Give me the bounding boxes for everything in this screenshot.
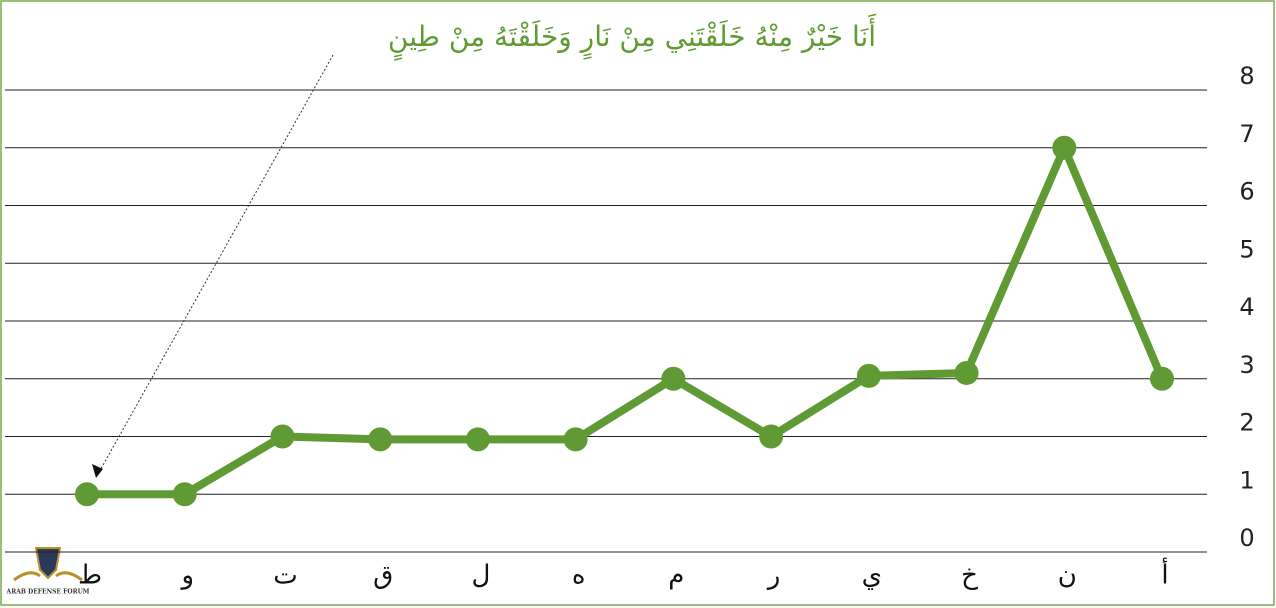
data-point bbox=[856, 363, 881, 388]
data-line bbox=[87, 143, 1166, 499]
x-tick-label: ق bbox=[373, 561, 393, 591]
x-tick-label: م bbox=[668, 561, 684, 591]
logo: ARAB DEFENSE FORUM bbox=[6, 547, 90, 596]
data-point bbox=[563, 427, 588, 452]
x-tick-label: و bbox=[179, 561, 194, 591]
watermark: ARAB DEFENSE FORUM bbox=[6, 589, 90, 596]
x-tick-label: ه bbox=[572, 561, 586, 591]
data-point bbox=[954, 360, 979, 385]
data-point bbox=[368, 427, 393, 452]
y-tick-label: 5 bbox=[1239, 235, 1254, 263]
y-tick-label: 4 bbox=[1239, 293, 1254, 321]
annotation-arrow bbox=[97, 54, 334, 475]
y-tick-label: 8 bbox=[1239, 62, 1254, 90]
x-tick-label: ي bbox=[862, 561, 882, 591]
data-point bbox=[661, 366, 686, 391]
x-tick-label: ن bbox=[1058, 561, 1077, 591]
data-point bbox=[1150, 366, 1174, 391]
x-tick-label: ل bbox=[471, 561, 490, 591]
data-point bbox=[270, 424, 295, 449]
x-tick-label: ط bbox=[78, 561, 102, 591]
y-tick-label: 3 bbox=[1239, 351, 1254, 379]
data-point bbox=[1052, 135, 1077, 160]
data-point bbox=[75, 482, 99, 507]
x-tick-label: ر bbox=[766, 561, 781, 591]
x-tick-label: ت bbox=[273, 561, 297, 591]
x-tick-label: أ bbox=[1161, 557, 1168, 591]
y-tick-label: 2 bbox=[1239, 409, 1254, 437]
y-tick-label: 7 bbox=[1239, 120, 1254, 148]
data-point bbox=[465, 427, 490, 452]
data-point bbox=[759, 424, 784, 449]
y-tick-label: 6 bbox=[1239, 178, 1254, 206]
data-point bbox=[172, 482, 197, 507]
y-tick-label: 1 bbox=[1239, 466, 1254, 494]
y-tick-label: 0 bbox=[1239, 524, 1254, 552]
x-tick-label: خ bbox=[961, 561, 978, 591]
arrow-head bbox=[92, 464, 103, 478]
